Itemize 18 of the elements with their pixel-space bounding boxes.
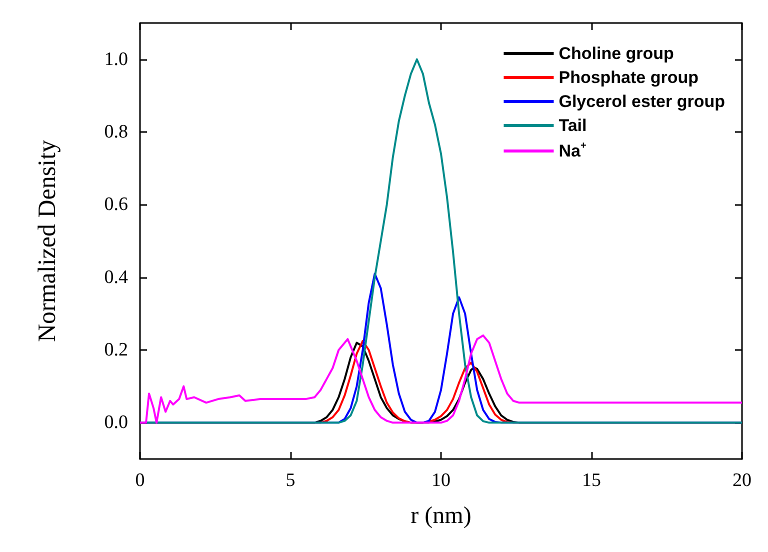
x-tick-label: 15 [582, 470, 601, 491]
legend-label: Choline group [558, 44, 674, 63]
y-axis-title: Normalized Density [34, 139, 61, 342]
y-tick-label: 0.0 [104, 412, 128, 434]
x-tick-label: 20 [732, 470, 752, 491]
legend-label: Phosphate group [558, 68, 699, 87]
y-tick-label: 0.8 [104, 122, 128, 142]
y-tick-label: 0.6 [104, 194, 128, 216]
x-tick-label: 0 [135, 470, 145, 491]
y-tick-label: 0.2 [104, 340, 128, 360]
legend-label: Tail [558, 116, 587, 135]
x-axis-title: r (nm) [410, 503, 472, 529]
y-tick-label: 1.0 [104, 48, 128, 70]
x-tick-label: 5 [286, 470, 296, 491]
y-tick-label: 0.4 [104, 266, 128, 288]
legend-label: Na+ [558, 140, 586, 160]
x-tick-label: 10 [432, 470, 450, 491]
legend-label: Glycerol ester group [558, 92, 726, 111]
